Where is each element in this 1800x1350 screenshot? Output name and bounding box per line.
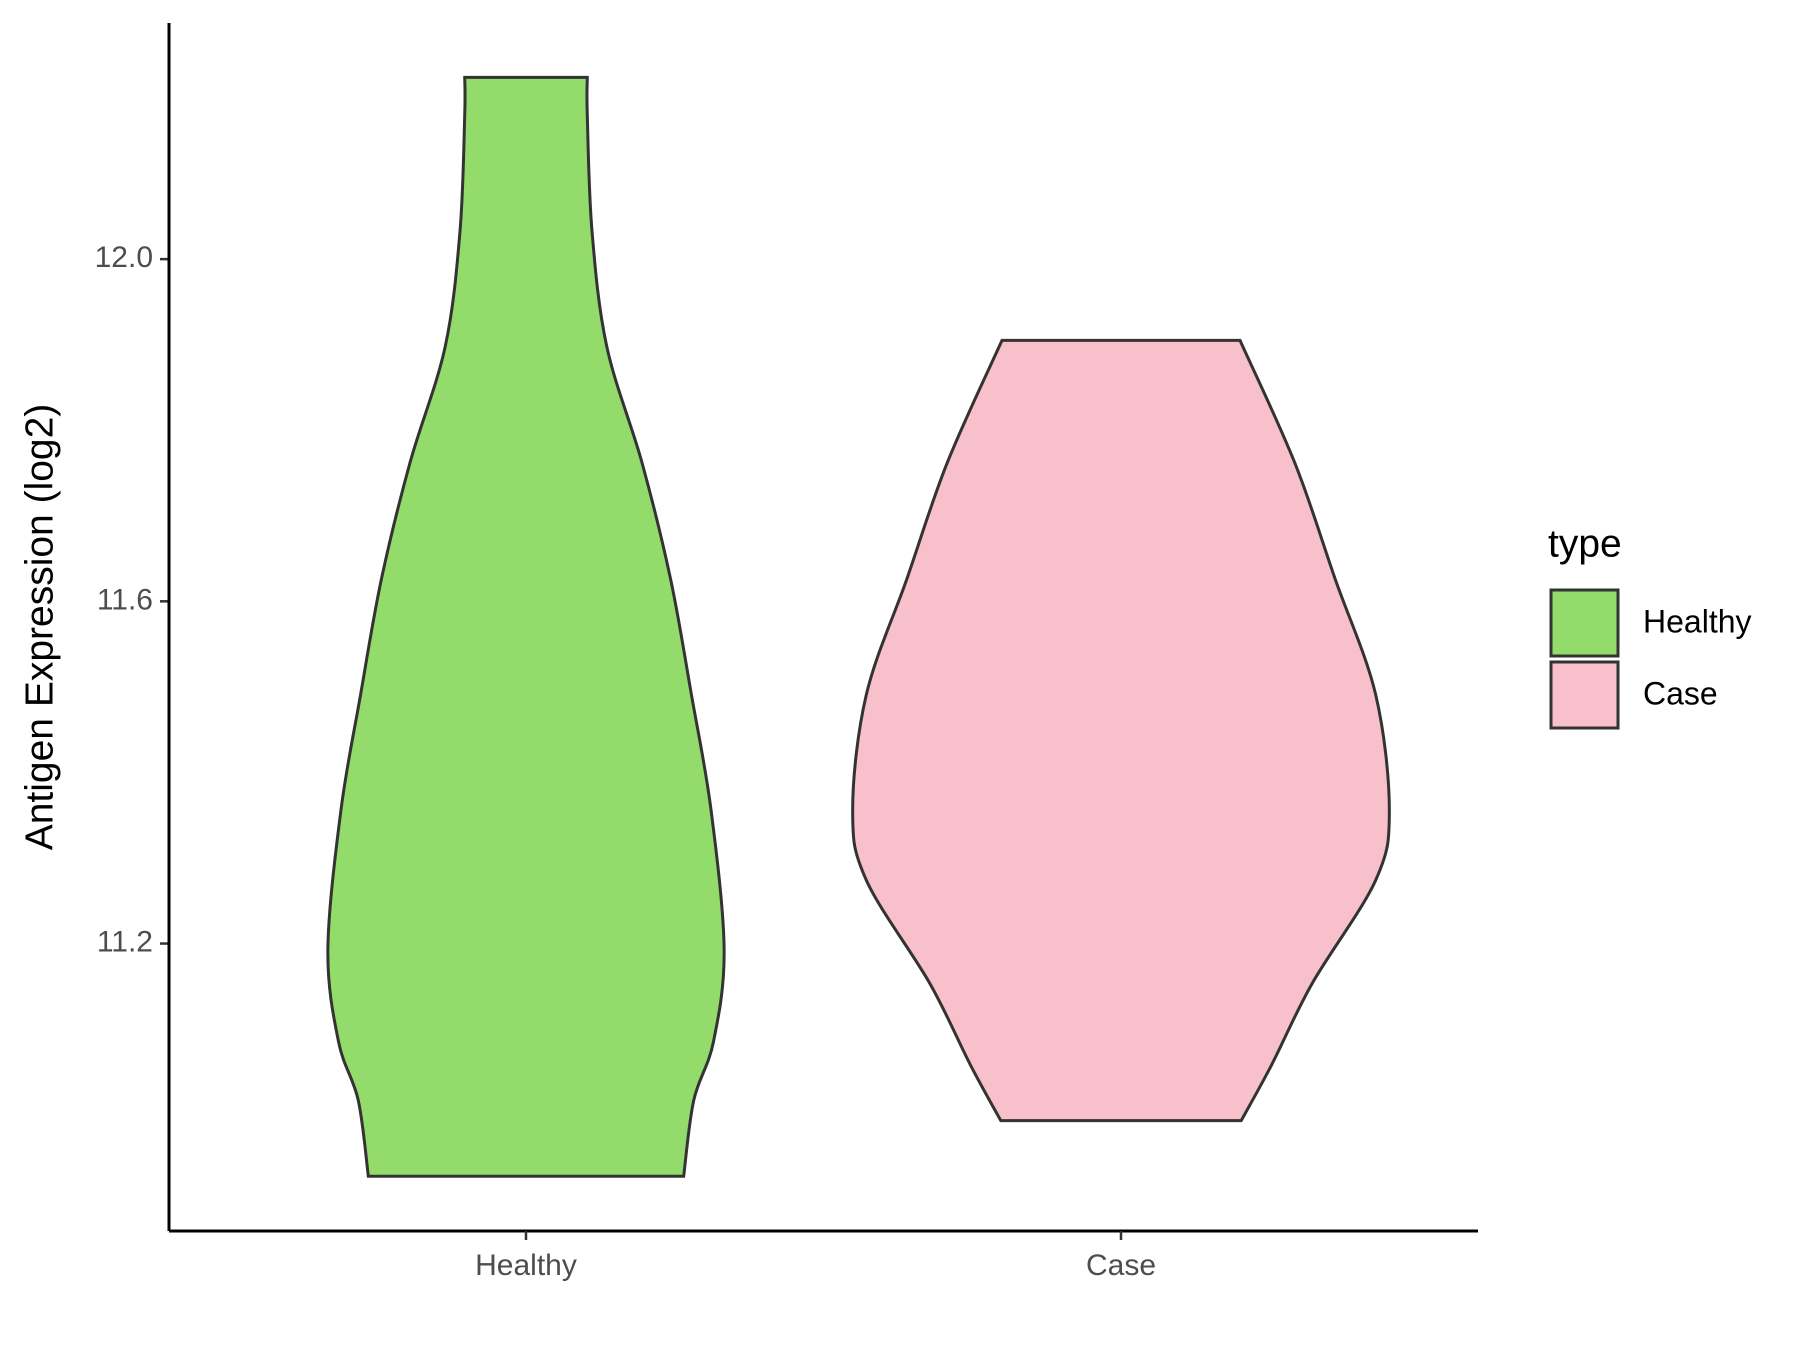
legend-key: [1549, 588, 1620, 658]
legend-title: type: [1548, 522, 1622, 565]
y-axis-title: Antigen Expression (log2): [18, 404, 61, 851]
violin: [851, 338, 1391, 1123]
x-tick-label: Case: [1086, 1249, 1156, 1282]
y-tick-label: 11.6: [97, 583, 153, 616]
x-tick-label: Healthy: [475, 1249, 577, 1282]
violin: [326, 75, 726, 1178]
legend-label: Case: [1643, 675, 1718, 711]
y-tick-label: 12.0: [95, 241, 153, 274]
legend-key: [1549, 660, 1620, 730]
legend-label: Healthy: [1643, 603, 1752, 639]
y-tick-label: 11.2: [97, 925, 153, 958]
